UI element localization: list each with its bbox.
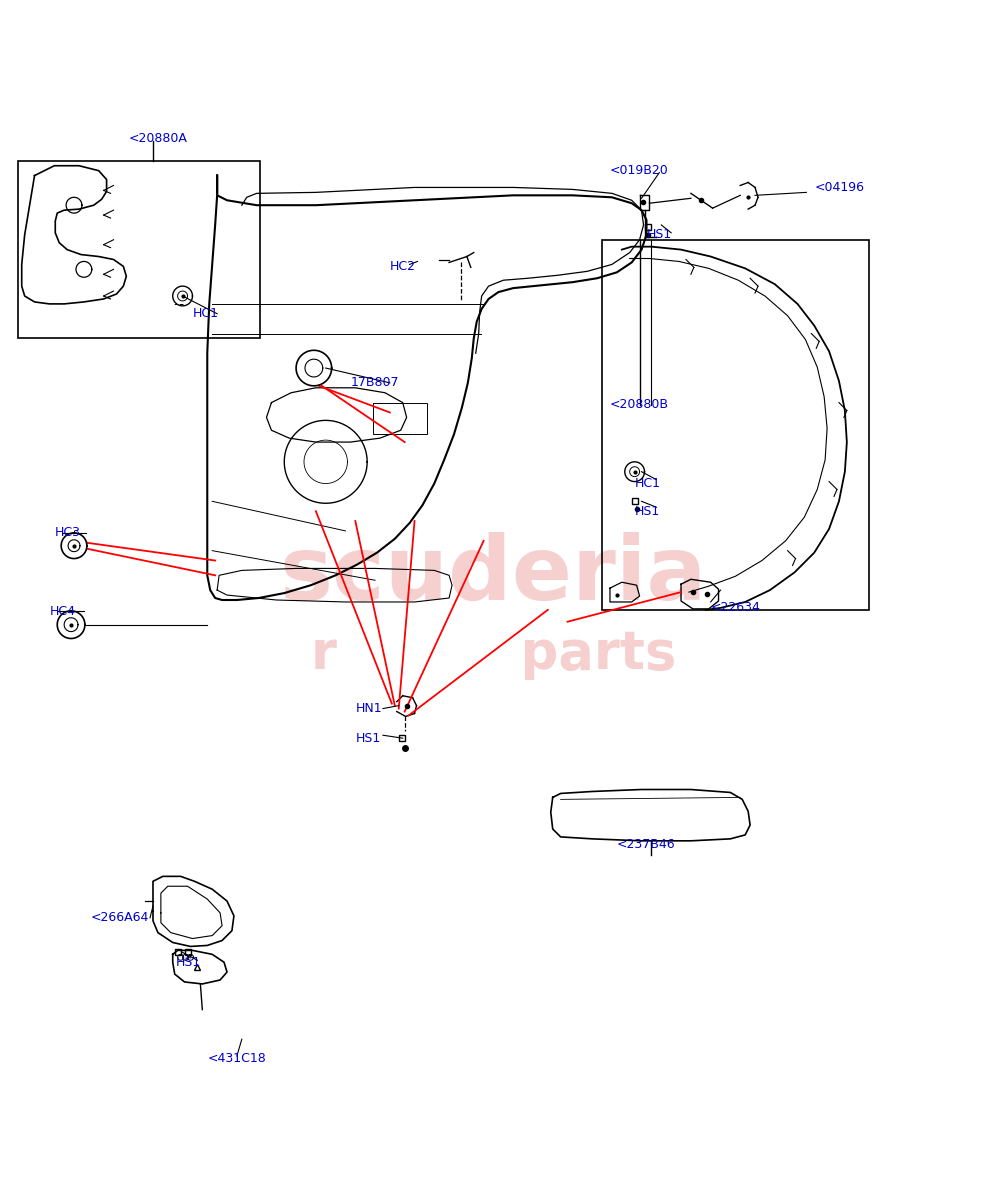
Text: <22634: <22634 xyxy=(710,601,760,614)
Text: HC2: HC2 xyxy=(389,260,415,272)
Text: <431C18: <431C18 xyxy=(207,1052,266,1066)
Text: 17B807: 17B807 xyxy=(350,377,398,389)
Text: HS1: HS1 xyxy=(355,732,381,745)
Text: HS1: HS1 xyxy=(646,228,671,241)
Text: <019B20: <019B20 xyxy=(609,164,669,178)
Text: r          parts: r parts xyxy=(311,629,675,680)
Bar xyxy=(373,402,427,434)
Text: HN1: HN1 xyxy=(355,702,382,715)
Text: <266A64: <266A64 xyxy=(91,911,149,924)
Text: <237B46: <237B46 xyxy=(616,839,674,851)
Text: <20880A: <20880A xyxy=(128,132,187,144)
Text: HC1: HC1 xyxy=(634,478,660,490)
Text: HS1: HS1 xyxy=(176,955,201,968)
Text: scuderia: scuderia xyxy=(279,532,707,619)
Text: HC1: HC1 xyxy=(192,307,218,320)
Text: HS1: HS1 xyxy=(634,505,660,517)
Text: HC4: HC4 xyxy=(49,605,75,618)
Text: <04196: <04196 xyxy=(813,181,864,194)
Bar xyxy=(18,161,259,338)
Text: <20880B: <20880B xyxy=(609,398,669,412)
Bar xyxy=(601,240,868,610)
Text: HC3: HC3 xyxy=(54,527,80,539)
